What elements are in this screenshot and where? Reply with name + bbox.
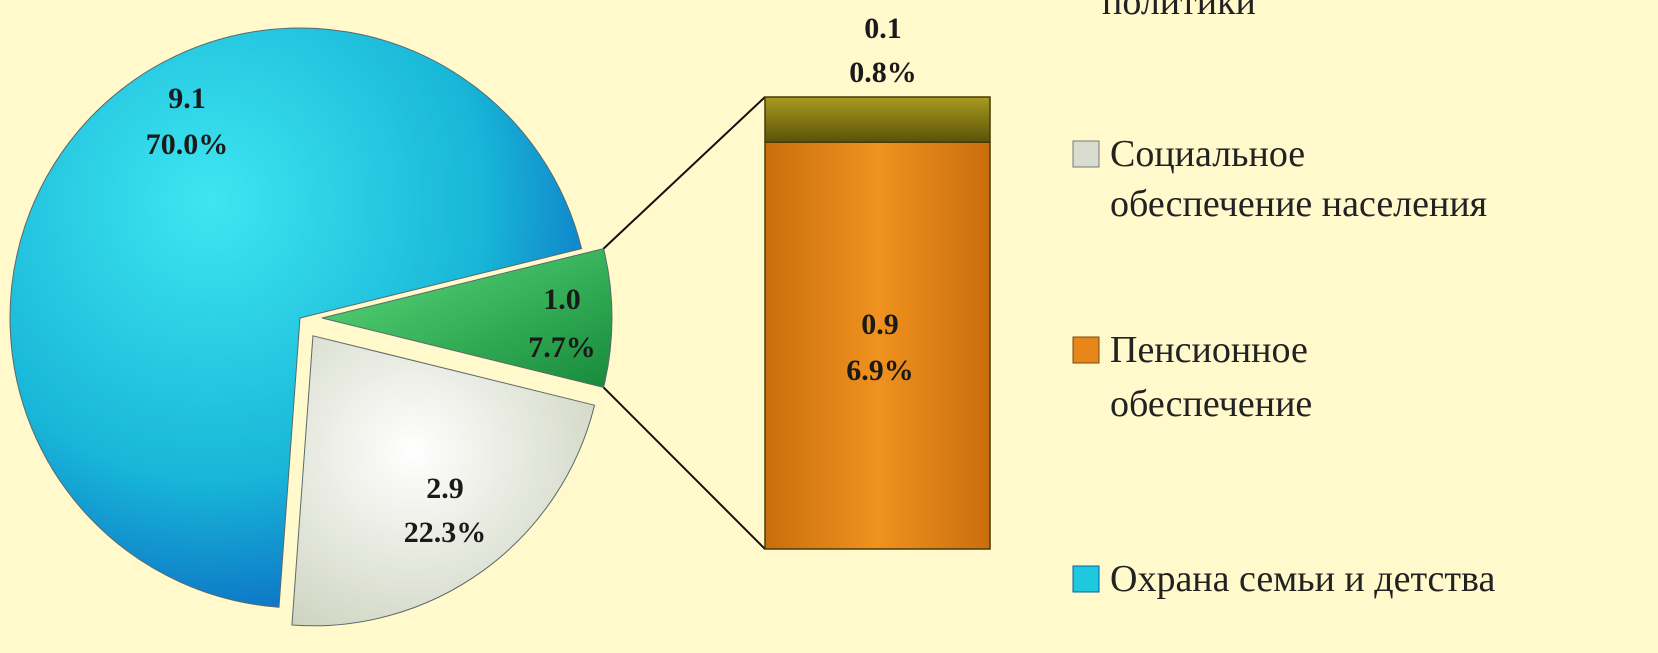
legend-entry-pension-line2: обеспечение (1110, 383, 1312, 425)
pie-green-percent-label: 7.7% (528, 331, 596, 364)
bar-segment-other (764, 96, 991, 143)
pie-white-percent-label: 22.3% (404, 516, 487, 549)
pie-blue-value-label: 9.1 (168, 82, 206, 115)
legend-marker-family (1072, 565, 1100, 593)
pie-slice-other (321, 247, 613, 389)
connector-line-top (602, 96, 766, 250)
stacked-bar (764, 96, 991, 550)
legend: политики Социальное обеспечение населени… (1072, 0, 1495, 600)
pie-blue-percent-label: 70.0% (146, 128, 229, 161)
pie (9, 27, 613, 627)
legend-marker-pension (1072, 336, 1100, 364)
connector-line-bottom (602, 386, 766, 550)
connector-lines (602, 96, 766, 550)
pie-green-value-label: 1.0 (543, 283, 581, 316)
legend-entry-family-label: Охрана семьи и детства (1110, 558, 1495, 600)
legend-entry-pension-line1: Пенсионное (1110, 329, 1308, 371)
bar-olive-percent-label: 0.8% (849, 56, 917, 89)
legend-entry-social-line1: Социальное (1110, 133, 1305, 175)
pie-slice-social (291, 335, 596, 627)
bar-segment-pension (764, 141, 991, 550)
legend-entry-politics-label: политики (1102, 0, 1256, 23)
bar-orange-percent-label: 6.9% (846, 354, 914, 387)
pie-white-value-label: 2.9 (426, 472, 464, 505)
legend-marker-social (1072, 140, 1100, 168)
pie-slice-family (9, 27, 583, 608)
legend-entry-social-line2: обеспечение населения (1110, 183, 1487, 225)
bar-olive-value-label: 0.1 (864, 12, 902, 45)
bar-orange-value-label: 0.9 (861, 308, 899, 341)
